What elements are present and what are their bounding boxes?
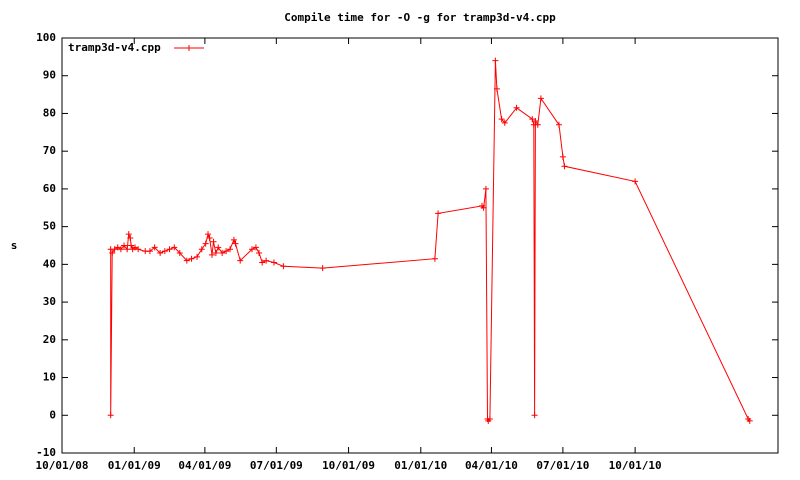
point (223, 248, 230, 255)
point (188, 255, 195, 262)
point (114, 244, 121, 251)
point (206, 234, 213, 241)
point (194, 253, 201, 260)
point (183, 257, 190, 264)
point (128, 242, 135, 249)
point (252, 244, 259, 251)
series-line (110, 60, 751, 422)
point (230, 236, 237, 243)
point (493, 85, 500, 92)
x-tick-label: 01/01/10 (394, 459, 447, 472)
point (263, 257, 270, 264)
point (208, 251, 215, 258)
x-tick-label: 01/01/09 (108, 459, 161, 472)
point (132, 244, 139, 251)
point (501, 119, 508, 126)
point (125, 231, 132, 238)
point (117, 246, 124, 253)
point (531, 412, 538, 419)
point (161, 248, 168, 255)
y-tick-label: 60 (43, 182, 56, 195)
y-tick-label: 90 (43, 69, 56, 82)
point (146, 248, 153, 255)
point (256, 250, 263, 257)
point (176, 250, 183, 257)
y-tick-label: 80 (43, 106, 56, 119)
point (480, 204, 487, 211)
point (227, 246, 234, 253)
point (166, 246, 173, 253)
x-tick-label: 10/01/08 (36, 459, 89, 472)
point (205, 231, 212, 238)
point (232, 240, 239, 247)
point (280, 263, 287, 270)
y-tick-label: 50 (43, 220, 56, 233)
x-tick-label: 07/01/09 (250, 459, 303, 472)
x-tick-label: 04/01/09 (178, 459, 231, 472)
point (482, 185, 489, 192)
point (151, 244, 158, 251)
y-tick-label: 70 (43, 144, 56, 157)
point (270, 259, 277, 266)
y-tick-label: 20 (43, 333, 56, 346)
y-tick-label: 0 (49, 408, 56, 421)
y-tick-label: -10 (36, 446, 56, 459)
x-tick-label: 10/01/09 (322, 459, 375, 472)
point (121, 242, 128, 249)
point (212, 250, 219, 257)
point (124, 246, 131, 253)
point (319, 265, 326, 272)
point (532, 118, 539, 124)
point (561, 163, 568, 170)
point (498, 116, 505, 123)
point (537, 95, 544, 102)
point (111, 246, 118, 253)
y-tick-label: 10 (43, 371, 56, 384)
point (219, 250, 226, 257)
point (555, 121, 562, 128)
point (210, 238, 217, 245)
chart-title: Compile time for -O -g for tramp3d-v4.cp… (284, 11, 556, 24)
legend-label: tramp3d-v4.cpp (68, 41, 161, 54)
point (746, 417, 753, 424)
point (259, 259, 266, 266)
point (431, 255, 438, 262)
point (171, 244, 178, 251)
y-tick-label: 30 (43, 295, 56, 308)
point (202, 240, 209, 247)
legend-marker (186, 45, 192, 51)
point (559, 153, 566, 160)
y-axis-label: s (11, 239, 18, 252)
point (492, 57, 499, 64)
point (632, 178, 639, 185)
point (237, 257, 244, 264)
point (248, 246, 255, 253)
point (198, 246, 205, 253)
point (534, 121, 541, 128)
y-tick-label: 100 (36, 31, 56, 44)
point (529, 116, 536, 123)
x-tick-label: 04/01/10 (465, 459, 518, 472)
point (486, 416, 493, 423)
x-tick-label: 10/01/10 (609, 459, 662, 472)
plot-frame (61, 37, 779, 454)
point (109, 250, 116, 257)
point (135, 246, 142, 253)
point (127, 234, 134, 241)
x-tick-label: 07/01/10 (536, 459, 589, 472)
y-tick-label: 40 (43, 257, 56, 270)
point (157, 250, 164, 257)
point (107, 412, 114, 419)
point (215, 244, 222, 251)
point (513, 104, 520, 111)
point (435, 210, 442, 217)
